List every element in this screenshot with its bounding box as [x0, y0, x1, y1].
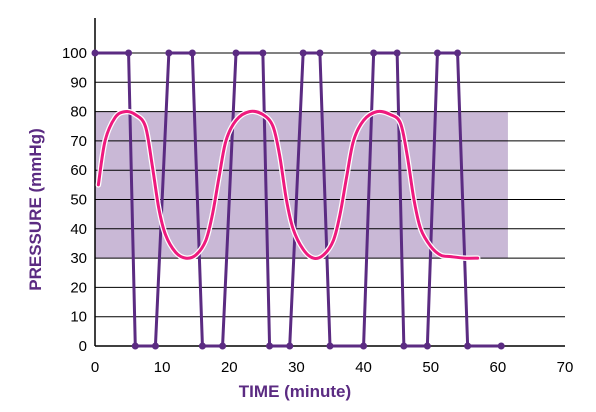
y-tick-label: 100 [62, 45, 87, 62]
square-wave-point [326, 342, 334, 350]
square-wave-point [188, 49, 196, 57]
square-wave-point [125, 49, 133, 57]
square-wave-point [131, 342, 139, 350]
square-wave-point [497, 342, 505, 350]
x-tick-label: 40 [355, 359, 372, 376]
y-tick-label: 60 [70, 162, 87, 179]
square-wave-point [232, 49, 240, 57]
y-tick-label: 70 [70, 133, 87, 150]
y-tick-label: 20 [70, 279, 87, 296]
x-tick-label: 30 [288, 359, 305, 376]
y-tick-label: 40 [70, 221, 87, 238]
y-tick-label: 50 [70, 192, 87, 209]
grid-layer [95, 52, 565, 318]
square-wave-point [165, 49, 173, 57]
y-tick-label: 80 [70, 104, 87, 121]
square-wave-point [423, 342, 431, 350]
square-wave-point [299, 49, 307, 57]
y-tick-label: 0 [79, 338, 87, 355]
x-tick-label: 70 [557, 359, 574, 376]
square-wave-point [454, 49, 462, 57]
series-layer [91, 49, 505, 350]
tick-label-layer: 0 10 20 30 40 50 60 70 80 90 100 0 10 20 30 40 50 60 70 [62, 45, 573, 376]
y-tick-label: 90 [70, 74, 87, 91]
square-wave-line [95, 51, 502, 348]
square-wave-point [433, 49, 441, 57]
square-wave-point [316, 49, 324, 57]
square-wave-point [151, 342, 159, 350]
square-wave-point [91, 49, 99, 57]
sine-wave-line [96, 109, 480, 260]
square-wave-point [400, 342, 408, 350]
x-tick-label: 20 [221, 359, 238, 376]
square-wave-point [370, 49, 378, 57]
square-wave-point [219, 342, 227, 350]
square-wave-point [360, 342, 368, 350]
square-wave-point [286, 342, 294, 350]
y-tick-label: 30 [70, 250, 87, 267]
x-tick-label: 60 [490, 359, 507, 376]
x-tick-label: 10 [154, 359, 171, 376]
x-tick-label: 0 [91, 359, 99, 376]
x-tick-label: 50 [422, 359, 439, 376]
square-wave-point [198, 342, 206, 350]
y-tick-label: 10 [70, 309, 87, 326]
x-axis-title: TIME (minute) [239, 382, 351, 401]
y-axis-title: PRESSURE (mmHg) [26, 128, 45, 290]
square-wave-point [266, 342, 274, 350]
square-wave-point [259, 49, 267, 57]
square-wave-point [393, 49, 401, 57]
square-wave-point [464, 342, 472, 350]
